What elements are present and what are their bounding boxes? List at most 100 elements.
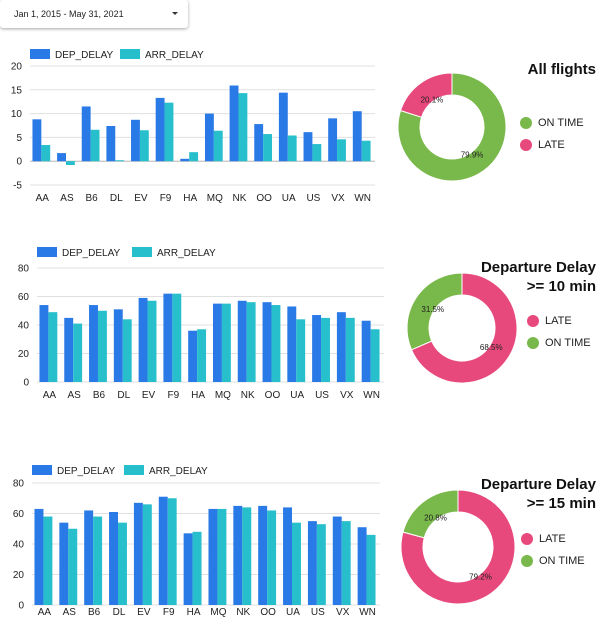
bar-arr-delay-dl	[115, 160, 125, 162]
bar-dep-delay-ua	[283, 507, 293, 605]
legend-dot-icon	[520, 139, 532, 151]
bar-dep-delay-as	[64, 317, 74, 382]
bar-arr-delay-as	[65, 161, 75, 166]
bar-arr-delay-f9	[164, 102, 174, 162]
pie-legend-all-flights: ON TIME LATE	[520, 112, 584, 156]
y-tick-label: 20	[11, 62, 23, 73]
bar-dep-delay-as	[59, 522, 69, 605]
bar-dep-delay-ha	[183, 533, 193, 605]
x-tick-label: F9	[167, 390, 179, 401]
x-tick-label: US	[311, 607, 325, 618]
bar-arr-delay-as	[68, 528, 78, 605]
legend-swatch-arr-delay	[132, 247, 152, 257]
bar-dep-delay-mq	[212, 303, 222, 382]
x-tick-label: HA	[183, 193, 197, 204]
bar-dep-delay-vx	[328, 118, 338, 162]
legend-swatch-arr-delay	[120, 49, 140, 59]
bar-arr-delay-ha	[197, 329, 207, 382]
bar-arr-delay-f9	[167, 498, 177, 605]
bar-dep-delay-ua	[278, 92, 288, 162]
x-tick-label: VX	[331, 193, 345, 204]
x-tick-label: MQ	[207, 193, 223, 204]
pie-title-line: >= 15 min	[526, 495, 596, 512]
pie-title-all-flights: All flights	[528, 60, 596, 79]
dropdown-caret-icon	[172, 12, 178, 15]
x-tick-label: AS	[68, 390, 82, 401]
bar-arr-delay-aa	[41, 145, 51, 162]
y-tick-label: 40	[18, 321, 30, 332]
y-tick-label: 5	[16, 133, 22, 144]
bar-dep-delay-us	[303, 132, 313, 162]
x-tick-label: F9	[163, 607, 175, 618]
bar-dep-delay-f9	[163, 293, 173, 382]
bar-dep-delay-ua	[287, 306, 297, 382]
bar-arr-delay-wn	[361, 140, 371, 162]
x-tick-label: B6	[93, 390, 106, 401]
bar-dep-delay-b6	[81, 106, 91, 162]
x-tick-label: UA	[290, 390, 304, 401]
pie-legend-item-on-time: ON TIME	[520, 112, 584, 134]
donut-slice-label: 79.9%	[461, 150, 484, 159]
legend-label-arr-delay: ARR_DELAY	[145, 50, 204, 61]
x-tick-label: HA	[187, 607, 201, 618]
pie-legend-label: LATE	[538, 139, 565, 151]
x-tick-label: F9	[160, 193, 172, 204]
legend-label-arr-delay: ARR_DELAY	[149, 466, 208, 477]
pie-title-dep-delay-10: Departure Delay >= 10 min	[481, 258, 596, 296]
pie-legend-label: ON TIME	[538, 117, 584, 129]
pie-title-line: Departure Delay	[480, 259, 596, 276]
pie-legend-label: LATE	[539, 533, 566, 545]
bar-arr-delay-f9	[172, 293, 182, 382]
bar-dep-delay-us	[307, 521, 317, 605]
bar-arr-delay-nk	[238, 93, 248, 162]
bar-dep-delay-ha	[188, 330, 198, 382]
bar-arr-delay-b6	[97, 310, 107, 382]
pie-title-dep-delay-15: Departure Delay >= 15 min	[481, 475, 596, 513]
x-tick-label: EV	[137, 607, 151, 618]
x-tick-label: EV	[134, 193, 148, 204]
bar-arr-delay-ua	[287, 135, 297, 162]
x-tick-label: B6	[85, 193, 98, 204]
bar-arr-delay-oo	[267, 510, 277, 605]
x-tick-label: OO	[265, 390, 281, 401]
donut-slice-label: 31.5%	[421, 305, 444, 314]
bar-dep-delay-aa	[32, 119, 42, 162]
pie-legend-label: LATE	[545, 315, 572, 327]
y-tick-label: 60	[13, 509, 25, 520]
bar-arr-delay-mq	[213, 130, 223, 162]
x-tick-label: WN	[354, 193, 371, 204]
bar-arr-delay-oo	[263, 134, 272, 162]
x-tick-label: MQ	[215, 390, 231, 401]
pie-legend-item-late: LATE	[527, 310, 591, 332]
legend-label-dep-delay: DEP_DELAY	[62, 248, 121, 259]
pie-legend-dep-delay-15: LATE ON TIME	[521, 528, 585, 572]
bar-dep-delay-b6	[84, 510, 94, 605]
legend-swatch-dep-delay	[37, 247, 57, 257]
date-range-picker[interactable]: Jan 1, 2015 - May 31, 2021	[0, 0, 188, 28]
x-tick-label: AS	[63, 607, 77, 618]
y-tick-label: 80	[13, 479, 25, 490]
bar-dep-delay-nk	[233, 505, 243, 605]
bar-dep-delay-dl	[106, 125, 116, 162]
donut-slice-on-time	[397, 72, 507, 182]
bar-arr-delay-mq	[221, 303, 231, 382]
bar-dep-delay-wn	[361, 320, 371, 382]
x-tick-label: B6	[88, 607, 101, 618]
bar-arr-delay-vx	[345, 317, 355, 382]
y-tick-label: 0	[18, 601, 24, 612]
donut-slice-label: 68.5%	[480, 343, 503, 352]
donut-slice-label: 79.2%	[469, 572, 492, 581]
x-tick-label: AA	[36, 193, 50, 204]
x-tick-label: AS	[60, 193, 74, 204]
bar-dep-delay-wn	[352, 111, 362, 162]
bar-arr-delay-us	[312, 144, 322, 162]
donut-slice-label: 20.8%	[424, 514, 447, 523]
x-tick-label: HA	[191, 390, 205, 401]
bar-arr-delay-us	[316, 524, 326, 605]
x-tick-label: UA	[286, 607, 300, 618]
bar-dep-delay-as	[57, 153, 66, 162]
y-tick-label: 20	[18, 349, 30, 360]
donut-chart-all-flights: 20.1% 79.9%	[397, 72, 507, 182]
bar-dep-delay-mq	[208, 508, 218, 605]
bar-arr-delay-wn	[370, 329, 380, 382]
